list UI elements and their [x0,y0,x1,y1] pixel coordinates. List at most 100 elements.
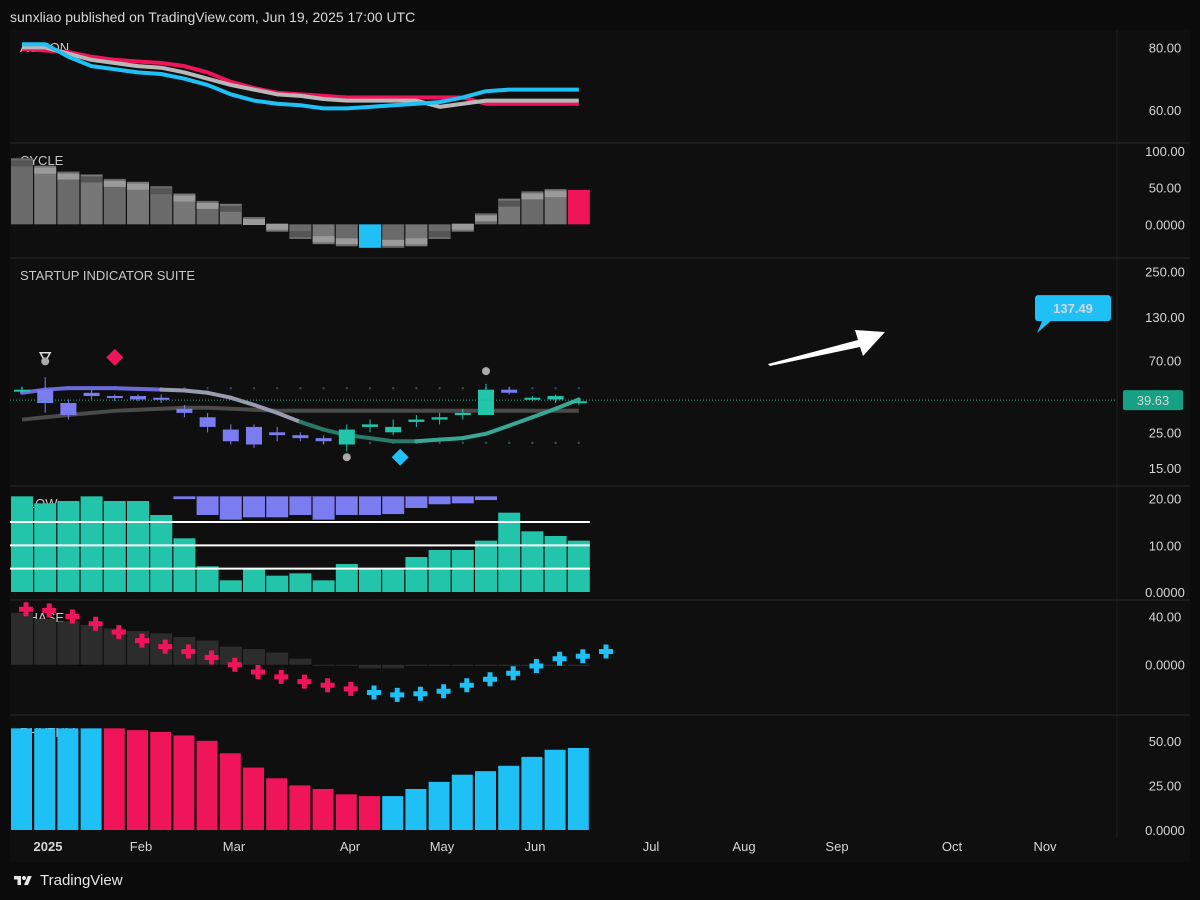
flow-bar [266,575,289,592]
cycle-bar-cap [312,236,335,243]
phase-bar [289,658,312,665]
cycle-bar-cap [11,160,33,167]
flow-overlay-bar [475,496,497,501]
ma-trend-line [136,386,164,392]
candle-body [292,435,309,439]
target-label: 137.49 [1053,301,1093,316]
phase-cross-marker [274,669,289,684]
pink-diamond-marker [106,348,124,366]
cycle-bar-cap [498,200,521,207]
phase-cross-marker [135,633,149,648]
chart-svg[interactable]: 80.0060.00ACTION100.0050.000.0000CYCLE25… [10,30,1190,862]
cycle-bar-cap [266,223,289,230]
phase-cross-marker [111,625,126,640]
dot-marker [368,386,372,390]
cycle-bar-cap [335,238,358,245]
phase-cross-marker [483,672,497,687]
dot-marker [276,386,279,390]
phase-cross-marker [65,609,80,624]
ma-trend-line [159,387,187,393]
x-axis-month-label: 2025 [34,839,63,854]
price-tick-label: 50.00 [1149,734,1182,749]
rhythm-bar [405,788,427,830]
flow-overlay-bar [289,496,312,515]
cycle-bar [103,178,126,225]
flow-overlay-bar [335,496,358,515]
flow-overlay-bar [243,496,265,518]
flow-bar [451,550,474,592]
price-tick-label: 50.00 [1149,181,1182,196]
cycle-bar [127,181,149,225]
phase-cross-marker [436,684,451,699]
ma-trend-line [484,423,512,436]
cycle-bar-cap [428,231,451,237]
phase-cross-marker [158,639,173,654]
flow-bar [103,501,126,592]
phase-cross-marker [88,616,103,631]
candle-body [338,429,355,445]
phase-cross-marker [575,649,590,664]
ma-trend-line [298,419,326,432]
price-tick-label: 40.00 [1149,609,1182,624]
dot-marker [438,441,441,445]
phase-bar [219,646,242,665]
chart-area[interactable]: 80.00 60.00 ACTION 100.00 50.00 0.0000 CYCLE 25… [10,30,1190,862]
cycle-bar [57,171,80,225]
phase-cross-marker [320,678,335,693]
rhythm-bar [266,778,288,830]
flow-bar [498,512,521,592]
candle-body [524,397,541,400]
flow-overlay-bar [359,496,381,515]
ma-trend-line [275,410,303,424]
cycle-bar [34,165,57,225]
price-tick-label: 20.00 [1149,492,1182,507]
rhythm-bar [150,731,172,830]
flow-bar [34,503,57,592]
tradingview-logo-icon [14,875,32,885]
phase-bar [405,664,428,666]
ma-grey-line [21,405,579,422]
candle-body [37,389,54,404]
phase-bar [243,649,265,665]
rhythm-bar [359,796,380,830]
flow-bar [405,557,428,592]
action-line-grey [22,45,579,109]
phase-bar [567,664,590,666]
dot-marker [531,441,534,445]
phase-cross-marker [297,674,312,689]
cycle-bar-cap [219,205,242,212]
candle-body [106,396,123,399]
candle-body [431,417,448,420]
flow-overlay-bar [312,496,335,520]
dot-marker [322,386,325,390]
candle-body [222,429,239,442]
candle-body [130,396,146,400]
candle-body [385,426,402,433]
hourglass-icon [38,352,52,364]
phase-bar [266,652,289,665]
dot-marker [415,386,418,390]
candle-body [478,389,494,416]
candle-body [269,432,286,436]
flow-bar [196,566,219,592]
flow-bar [544,536,567,592]
flow-bar [359,568,381,592]
footer[interactable]: TradingView [12,872,123,889]
cyan-diamond-marker [391,448,409,466]
rhythm-bar [475,771,496,830]
candle-body [14,389,30,392]
phase-cross-marker [599,644,613,659]
ma-trend-line [182,388,210,395]
panel-title-suite: STARTUP INDICATOR SUITE [20,268,195,283]
phase-bar [428,664,451,666]
ma-trend-line [205,390,233,400]
ma-trend-line [43,386,71,392]
phase-cross-marker [19,602,33,617]
signal-dot [342,453,351,462]
phase-cross-marker [506,666,521,681]
price-tick-label: 25.00 [1149,425,1182,440]
flow-overlay-bar [451,496,474,504]
phase-bar [544,664,567,666]
flow-overlay-bar [382,496,405,515]
flow-overlay-bar [173,496,196,500]
